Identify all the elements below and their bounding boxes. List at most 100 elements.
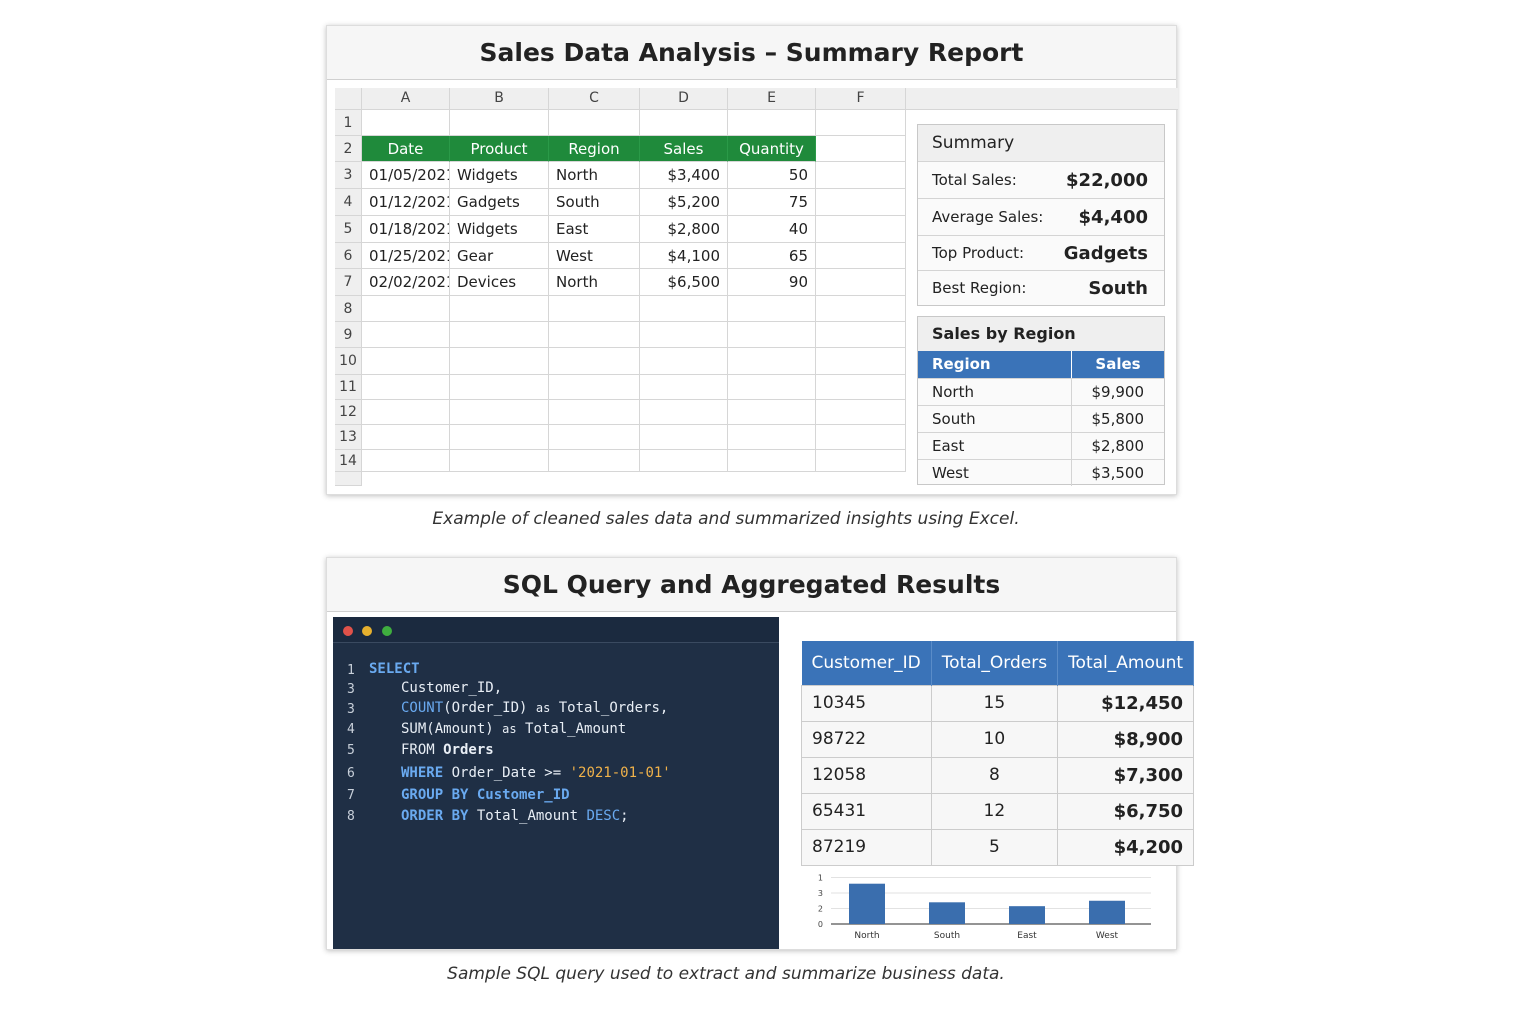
cell[interactable]: 01/05/2021: [362, 162, 450, 189]
row-header[interactable]: 11: [335, 375, 362, 400]
cell[interactable]: [816, 110, 906, 136]
cell[interactable]: 02/02/2021: [362, 269, 450, 296]
cell[interactable]: $6,500: [640, 269, 728, 296]
cell[interactable]: [549, 322, 640, 348]
cell[interactable]: [640, 450, 728, 472]
cell[interactable]: [549, 348, 640, 375]
row-header[interactable]: 7: [335, 269, 362, 296]
cell[interactable]: [450, 450, 549, 472]
cell[interactable]: [728, 110, 816, 136]
cell[interactable]: [450, 375, 549, 400]
row-header[interactable]: 14: [335, 450, 362, 472]
cell[interactable]: [549, 375, 640, 400]
cell[interactable]: 65: [728, 243, 816, 269]
cell[interactable]: [728, 348, 816, 375]
cell[interactable]: [362, 110, 450, 136]
cell[interactable]: [728, 450, 816, 472]
row-header[interactable]: 4: [335, 189, 362, 216]
cell[interactable]: [450, 400, 549, 425]
cell[interactable]: [362, 348, 450, 375]
cell[interactable]: [362, 296, 450, 322]
cell[interactable]: [728, 375, 816, 400]
table-header-cell[interactable]: Sales: [640, 136, 728, 162]
cell[interactable]: [640, 425, 728, 450]
cell[interactable]: $4,100: [640, 243, 728, 269]
cell[interactable]: $5,200: [640, 189, 728, 216]
cell[interactable]: [640, 400, 728, 425]
cell[interactable]: 50: [728, 162, 816, 189]
cell[interactable]: [816, 425, 906, 450]
row-header[interactable]: 8: [335, 296, 362, 322]
cell[interactable]: [816, 400, 906, 425]
cell[interactable]: [362, 400, 450, 425]
row-header[interactable]: 3: [335, 162, 362, 189]
cell[interactable]: [549, 110, 640, 136]
table-header-cell[interactable]: Product: [450, 136, 549, 162]
cell[interactable]: [362, 322, 450, 348]
cell[interactable]: [450, 296, 549, 322]
cell[interactable]: [728, 296, 816, 322]
cell[interactable]: [450, 348, 549, 375]
minimize-dot-icon[interactable]: [362, 626, 372, 636]
row-header[interactable]: 10: [335, 348, 362, 375]
cell[interactable]: [728, 425, 816, 450]
column-header[interactable]: A: [362, 88, 450, 110]
row-header[interactable]: 5: [335, 216, 362, 243]
cell[interactable]: [450, 425, 549, 450]
cell[interactable]: [450, 110, 549, 136]
table-header-cell[interactable]: Date: [362, 136, 450, 162]
cell[interactable]: [816, 136, 906, 162]
cell[interactable]: [640, 110, 728, 136]
table-header-cell[interactable]: Quantity: [728, 136, 816, 162]
cell[interactable]: 90: [728, 269, 816, 296]
column-header[interactable]: Customer_ID: [801, 641, 932, 685]
cell[interactable]: Widgets: [450, 162, 549, 189]
cell[interactable]: [816, 450, 906, 472]
row-header[interactable]: 2: [335, 136, 362, 162]
column-header[interactable]: F: [816, 88, 906, 110]
cell[interactable]: [816, 322, 906, 348]
cell[interactable]: 01/25/2021: [362, 243, 450, 269]
cell[interactable]: [816, 348, 906, 375]
column-header[interactable]: D: [640, 88, 728, 110]
column-header[interactable]: Total_Orders: [931, 641, 1059, 685]
row-header[interactable]: 12: [335, 400, 362, 425]
cell[interactable]: [549, 450, 640, 472]
row-header[interactable]: 13: [335, 425, 362, 450]
cell[interactable]: [816, 296, 906, 322]
cell[interactable]: [816, 375, 906, 400]
cell[interactable]: 75: [728, 189, 816, 216]
cell[interactable]: [816, 243, 906, 269]
table-header-cell[interactable]: Region: [549, 136, 640, 162]
cell[interactable]: Devices: [450, 269, 549, 296]
cell[interactable]: [728, 400, 816, 425]
cell[interactable]: Gear: [450, 243, 549, 269]
cell[interactable]: [816, 216, 906, 243]
cell[interactable]: [362, 425, 450, 450]
row-header[interactable]: 1: [335, 110, 362, 136]
cell[interactable]: [450, 322, 549, 348]
column-header[interactable]: Total_Amount: [1057, 641, 1195, 685]
cell[interactable]: Gadgets: [450, 189, 549, 216]
cell[interactable]: West: [549, 243, 640, 269]
cell[interactable]: South: [549, 189, 640, 216]
row-header[interactable]: 6: [335, 243, 362, 269]
cell[interactable]: [640, 296, 728, 322]
column-header[interactable]: E: [728, 88, 816, 110]
cell[interactable]: East: [549, 216, 640, 243]
cell[interactable]: 01/12/2021: [362, 189, 450, 216]
cell[interactable]: $3,400: [640, 162, 728, 189]
cell[interactable]: [549, 425, 640, 450]
cell[interactable]: Widgets: [450, 216, 549, 243]
cell[interactable]: [816, 162, 906, 189]
cell[interactable]: 01/18/2021: [362, 216, 450, 243]
close-dot-icon[interactable]: [343, 626, 353, 636]
cell[interactable]: [640, 322, 728, 348]
cell[interactable]: [640, 348, 728, 375]
cell[interactable]: 40: [728, 216, 816, 243]
maximize-dot-icon[interactable]: [382, 626, 392, 636]
column-header[interactable]: B: [450, 88, 549, 110]
code-editor[interactable]: 1 3 3 4 5 6 7 8 SELECT Customer_ID, COUNT(Order…: [333, 617, 779, 949]
cell[interactable]: $2,800: [640, 216, 728, 243]
cell[interactable]: [362, 450, 450, 472]
